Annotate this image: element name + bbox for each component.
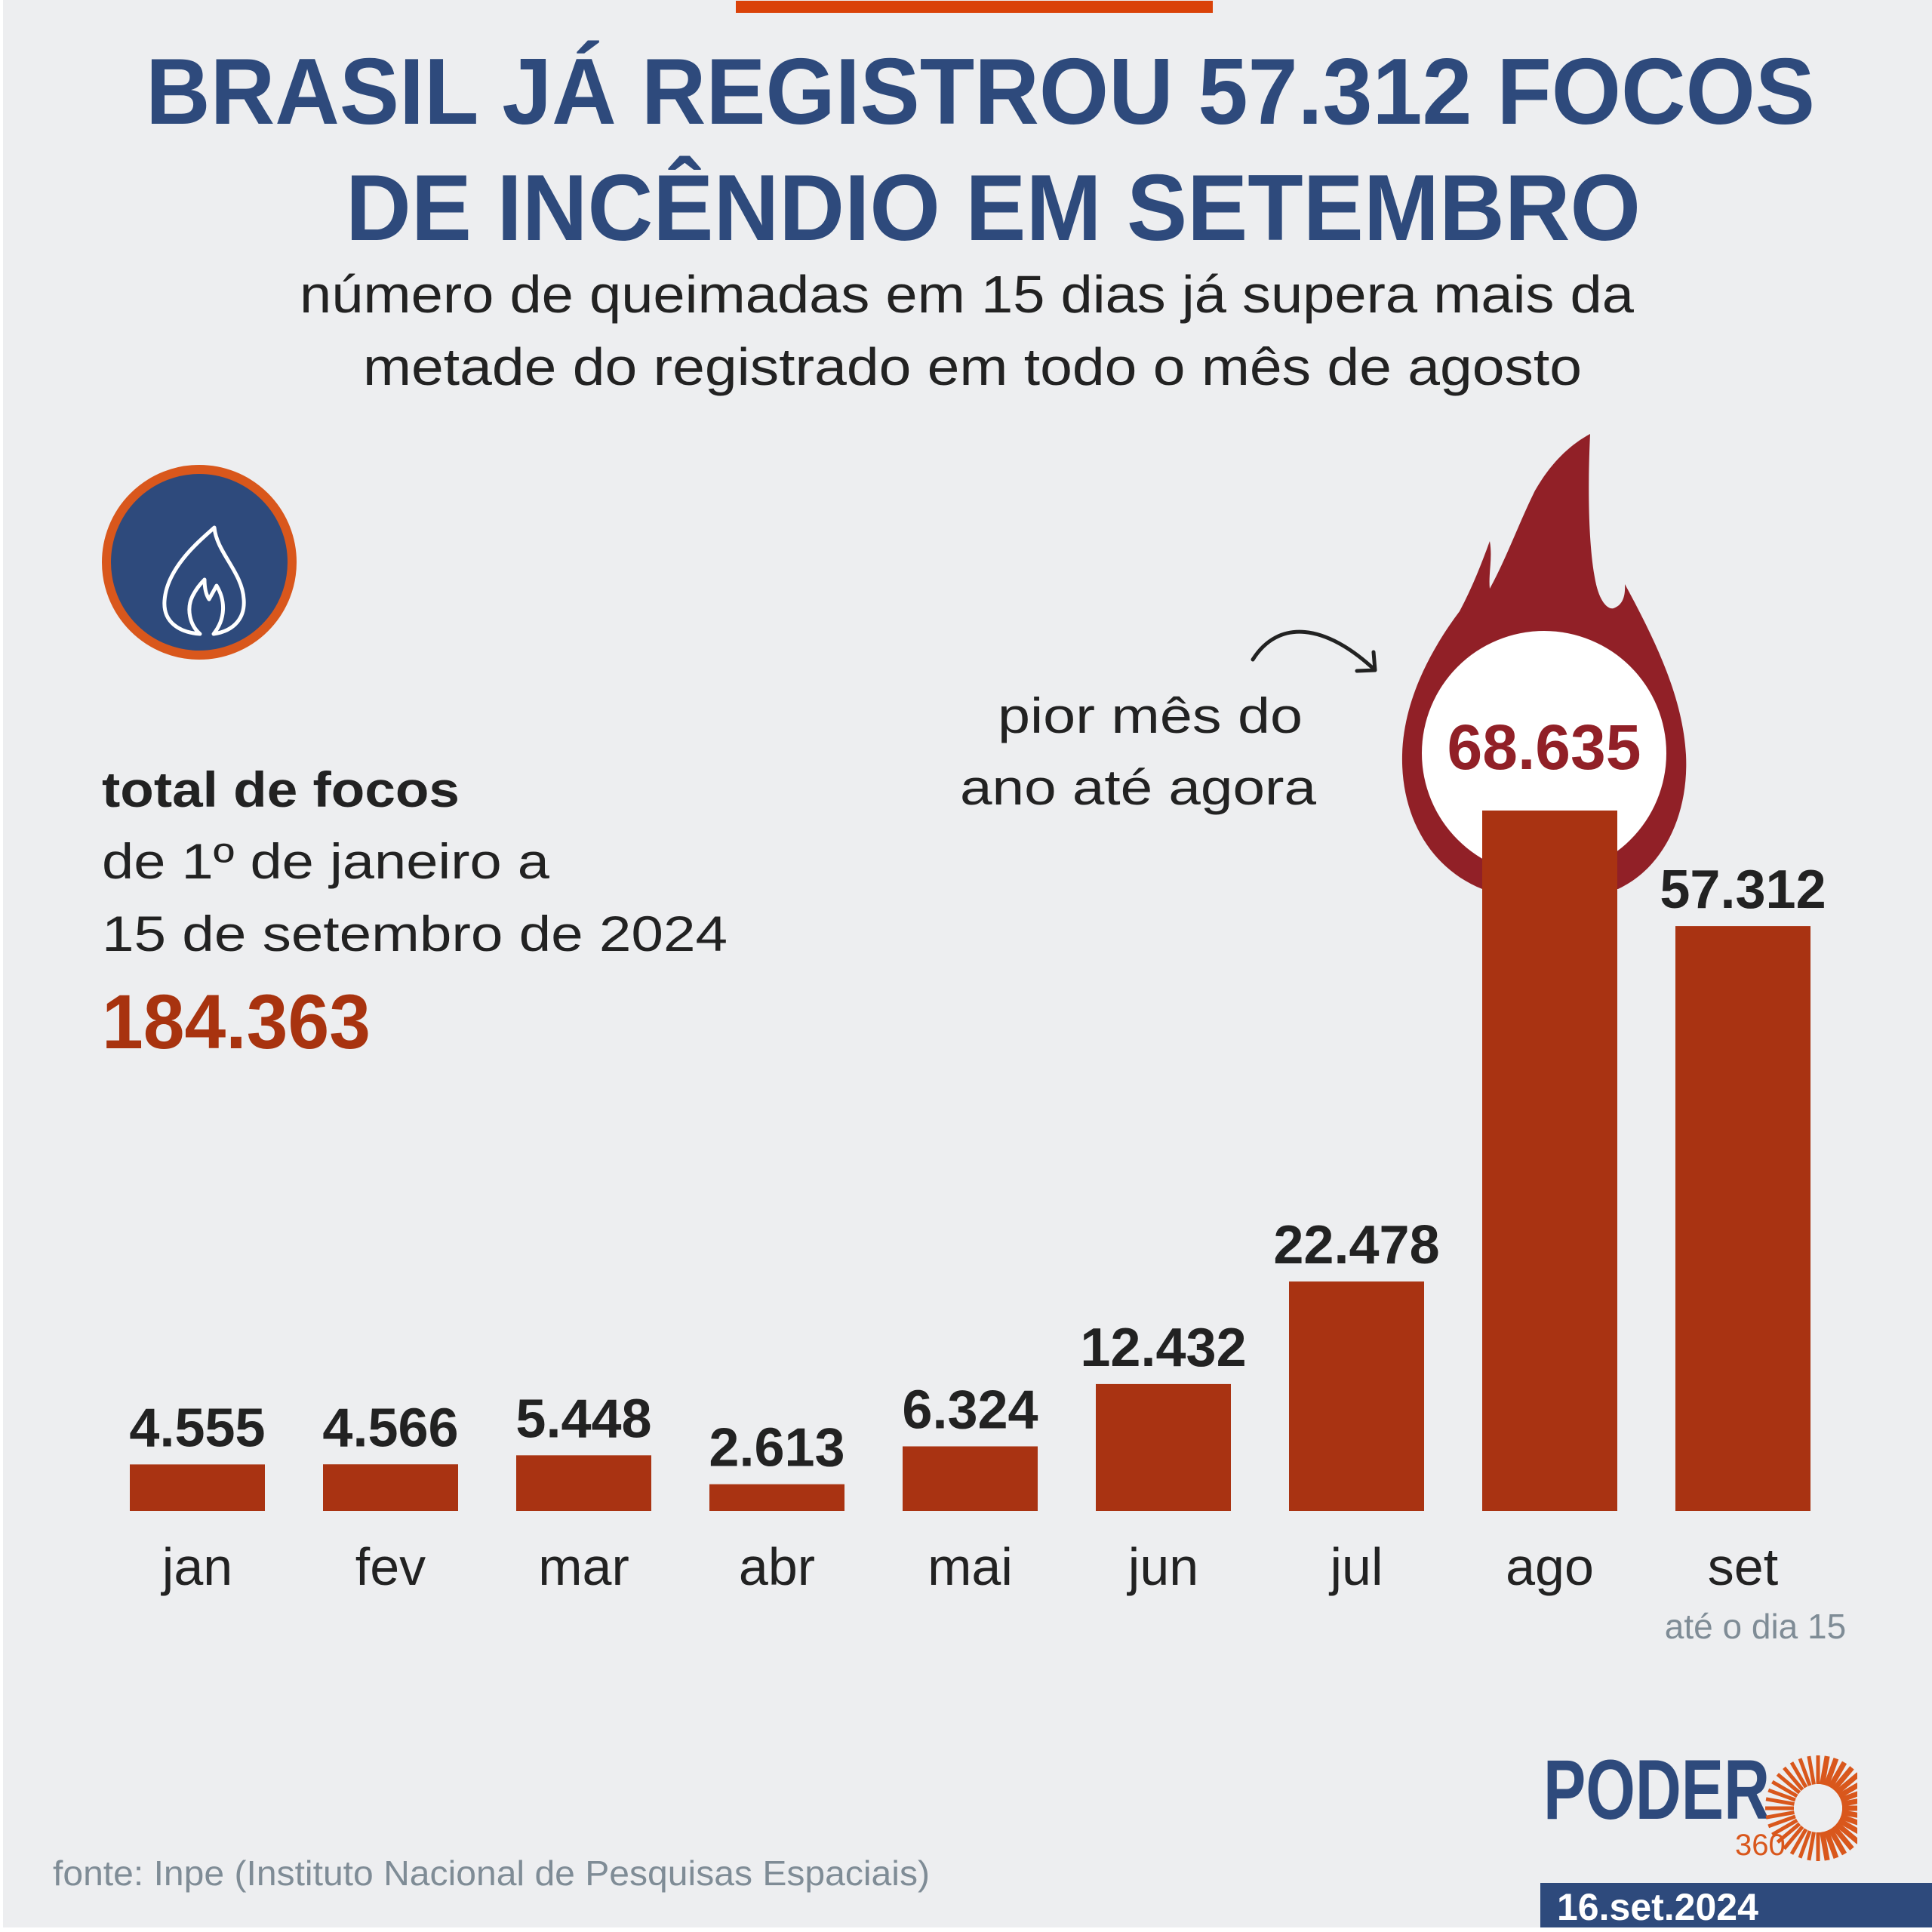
sunburst-icon [1765, 1755, 1857, 1861]
sun-ray [1831, 1825, 1854, 1850]
value-label-jan: 4.555 [129, 1398, 265, 1458]
sun-ray [1839, 1791, 1857, 1803]
sun-ray [1798, 1830, 1812, 1859]
value-label-abr: 2.613 [709, 1418, 844, 1478]
bar-jun [1096, 1383, 1231, 1511]
sun-ray [1771, 1780, 1798, 1798]
month-label-ago: ago [1506, 1537, 1594, 1596]
sun-ray [1807, 1755, 1816, 1785]
sun-ray [1776, 1773, 1801, 1795]
month-label-mar: mar [538, 1537, 629, 1596]
subtitle-line-2: metade do registrado em todo o mês de ag… [363, 337, 1582, 396]
sun-ray [1789, 1828, 1808, 1855]
sun-ray [1839, 1814, 1857, 1826]
flame-icon [162, 525, 246, 636]
bar-abr [709, 1484, 844, 1511]
sun-ray [1807, 1832, 1816, 1861]
sun-ray [1767, 1814, 1796, 1829]
bar-mai [903, 1446, 1038, 1511]
month-label-jul: jul [1328, 1537, 1383, 1596]
summary-heading: total de focos [102, 761, 460, 817]
sun-ray [1765, 1810, 1795, 1820]
page-title-line-2: DE INCÊNDIO EM SETEMBRO [346, 156, 1641, 260]
logo-number: 360 [1735, 1829, 1786, 1862]
infographic: BRASIL JÁ REGISTROU 57.312 FOCOS DE INCÊ… [3, 0, 1932, 1927]
date-band: 16.set.2024 [1540, 1883, 1932, 1927]
bar-ago [1482, 811, 1617, 1511]
sun-ray [1841, 1810, 1857, 1818]
sun-ray [1827, 1761, 1847, 1789]
month-label-abr: abr [739, 1537, 815, 1596]
logo-wordmark: PODER [1543, 1749, 1770, 1837]
value-label-jul: 22.478 [1273, 1215, 1439, 1275]
bar-jan [130, 1464, 265, 1511]
sun-ray [1831, 1766, 1854, 1792]
value-label-jun: 12.432 [1080, 1318, 1246, 1378]
sun-ray [1823, 1829, 1839, 1859]
sun-ray [1835, 1772, 1857, 1795]
sun-ray [1823, 1758, 1839, 1787]
summary-period-line-2: 15 de setembro de 2024 [102, 906, 728, 961]
sun-ray [1789, 1761, 1808, 1789]
sun-ray [1820, 1755, 1830, 1786]
sun-ray [1783, 1766, 1804, 1792]
sun-ray [1765, 1797, 1795, 1806]
bar-set [1675, 926, 1810, 1511]
source-note: fonte: Inpe (Instituto Nacional de Pesqu… [53, 1854, 930, 1893]
value-label-set: 57.312 [1660, 860, 1826, 920]
sun-ray [1798, 1758, 1812, 1786]
bar-mar [516, 1455, 651, 1511]
publication-date: 16.set.2024 [1557, 1886, 1758, 1927]
month-label-mai: mai [928, 1537, 1013, 1596]
month-label-jun: jun [1127, 1537, 1198, 1596]
sun-ray [1837, 1782, 1857, 1799]
sun-ray [1771, 1818, 1798, 1837]
category-note-set: até o dia 15 [1665, 1607, 1846, 1646]
value-label-fev: 4.566 [322, 1398, 458, 1458]
annotation-line-1: pior mês do [998, 688, 1303, 743]
sun-ray [1820, 1831, 1830, 1861]
accent-top-bar [736, 1, 1213, 13]
page-title-line-1: BRASIL JÁ REGISTROU 57.312 FOCOS [146, 40, 1815, 144]
bar-fev [323, 1464, 458, 1511]
sun-ray [1835, 1821, 1857, 1844]
subtitle-line-1: número de queimadas em 15 dias já supera… [300, 265, 1634, 324]
sun-ray [1767, 1788, 1796, 1802]
peak-value-label: 68.635 [1447, 712, 1641, 783]
poder360-logo: PODER 360 [1543, 1749, 1857, 1862]
annotation-line-2: ano até agora [960, 759, 1316, 815]
sun-ray [1841, 1798, 1857, 1807]
sun-ray [1837, 1817, 1857, 1835]
bar-chart: 4.555 4.566 5.448 2.613 6.324 12.432 22.478 57.… [129, 434, 1846, 1646]
summary-period-line-1: de 1º de janeiro a [102, 833, 549, 889]
curved-arrow-icon [1251, 629, 1377, 673]
month-label-jan: jan [161, 1537, 232, 1596]
sun-ray [1827, 1827, 1847, 1856]
summary-total: 184.363 [102, 979, 371, 1065]
month-label-fev: fev [355, 1537, 426, 1596]
month-label-set: set [1708, 1537, 1778, 1596]
sun-ray [1776, 1822, 1801, 1844]
sun-ray [1783, 1825, 1804, 1850]
value-label-mar: 5.448 [515, 1389, 651, 1449]
value-label-mai: 6.324 [902, 1380, 1038, 1440]
bar-jul [1289, 1281, 1424, 1511]
